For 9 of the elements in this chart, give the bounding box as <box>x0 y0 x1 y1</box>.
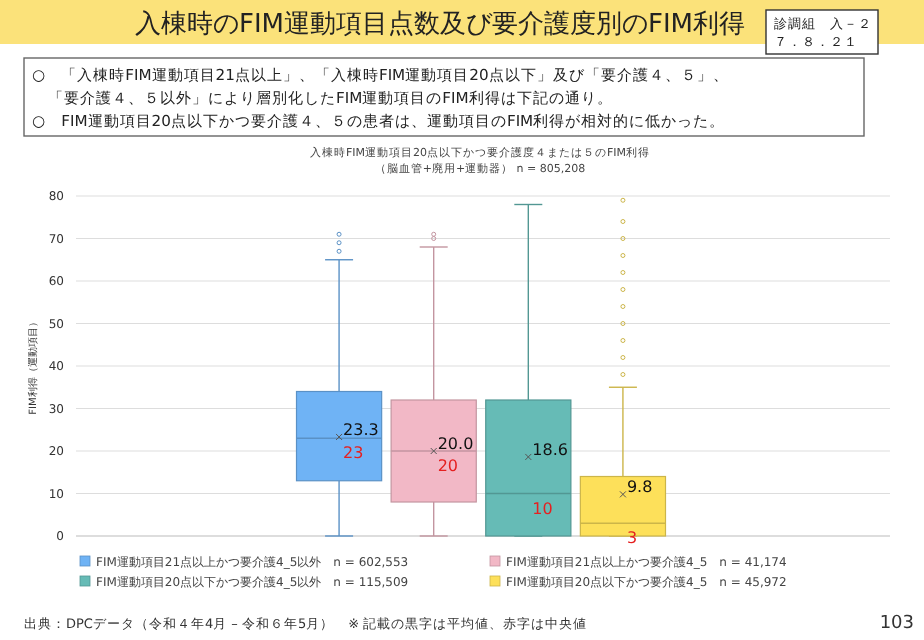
annotation: 20.0 <box>437 435 474 453</box>
annotation: 9.8 <box>626 478 653 497</box>
text: 103 <box>879 614 914 634</box>
annotation: 20 <box>437 457 459 475</box>
annotation: 23.3 <box>343 420 379 439</box>
annotation: 10 <box>532 499 553 518</box>
annotation: 18.6 <box>532 440 568 459</box>
text: 入棟時のFIM運動項目点数及び要介護度別のFIM利得 <box>134 8 746 40</box>
annotation: 23 <box>343 444 364 463</box>
